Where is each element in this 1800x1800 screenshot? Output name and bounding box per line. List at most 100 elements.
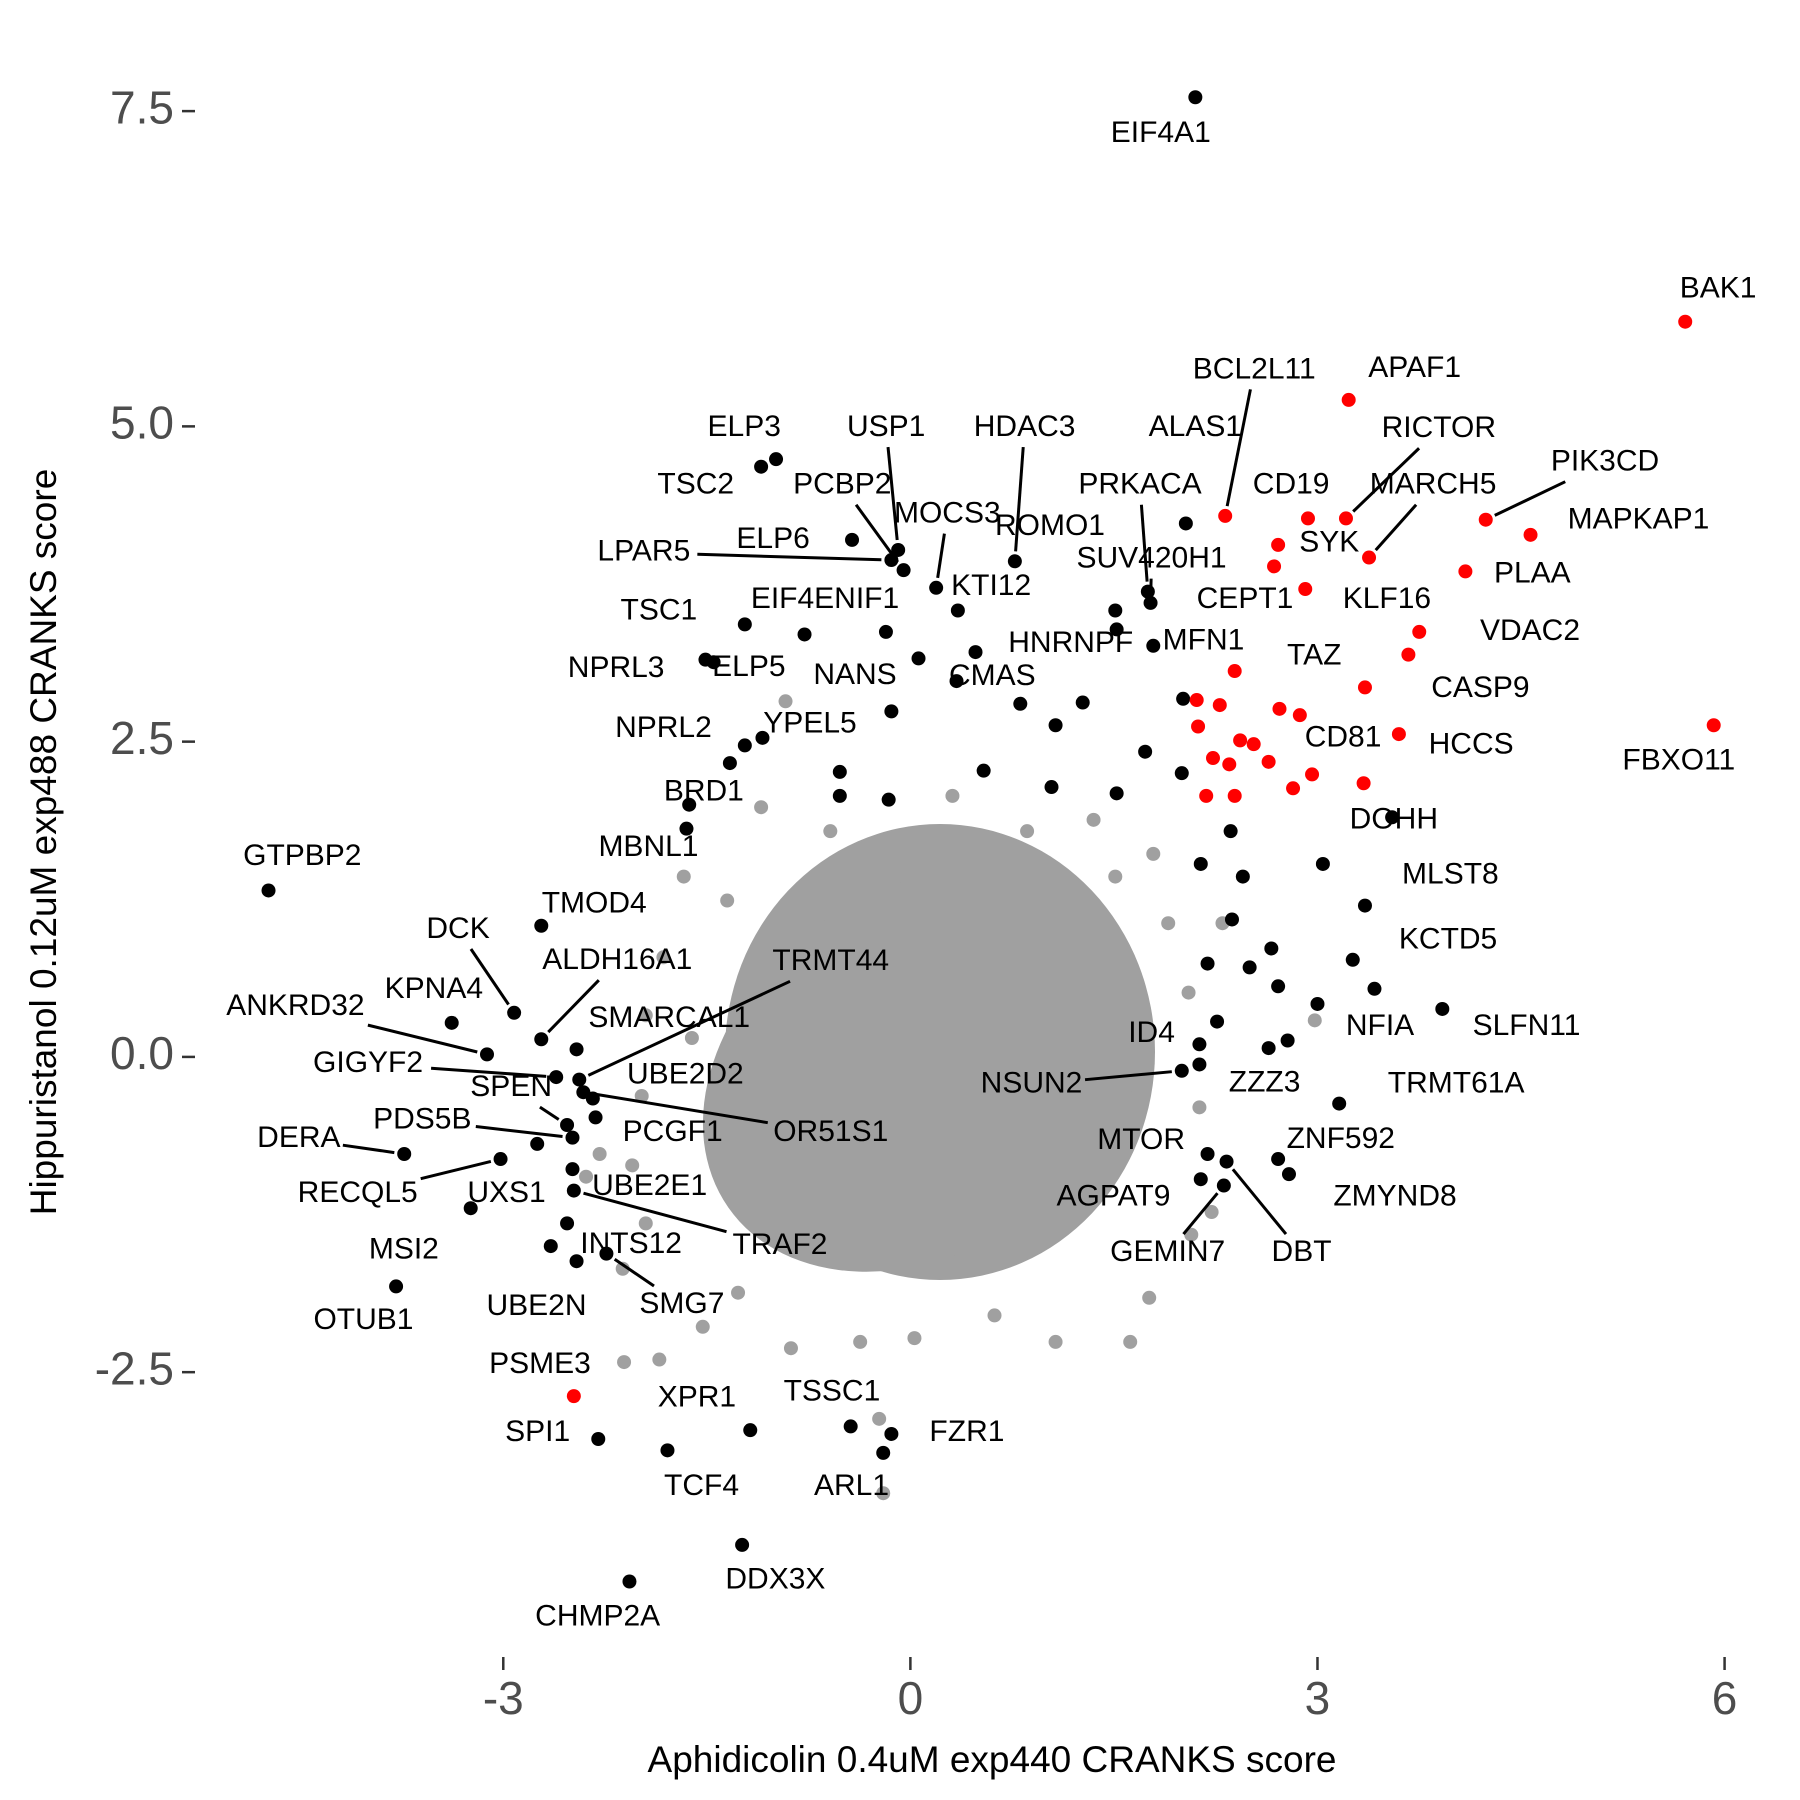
point [1193,856,1208,871]
gene-label: CD19 [1253,468,1330,501]
gene-label: KCTD5 [1399,922,1497,955]
point [652,1352,667,1367]
point [1123,1334,1138,1349]
point [1222,757,1237,772]
point [676,869,691,884]
point [976,763,991,778]
point [1044,780,1059,795]
point [731,1285,746,1300]
gene-label: ARL1 [814,1469,889,1502]
gene-label: BRD1 [664,775,744,808]
y-tick-label: 2.5 [110,712,174,764]
point [1146,846,1161,861]
gene-label: ELP6 [736,522,809,555]
leader-line [539,1105,560,1121]
point [968,645,983,660]
point [1367,981,1382,996]
point [1223,824,1238,839]
point [684,1030,699,1045]
point [1362,550,1377,565]
gene-label: CD81 [1305,720,1382,753]
point [1227,664,1242,679]
point [1401,647,1416,662]
gene-label: BCL2L11 [1193,352,1316,385]
point [884,1426,899,1441]
point [1181,985,1196,1000]
x-tick-label: 0 [898,1672,924,1724]
point [1706,718,1721,733]
x-tick-label: 3 [1305,1672,1331,1724]
point [1109,786,1124,801]
gene-label: DOHH [1350,802,1438,835]
gene-label: GIGYF2 [313,1046,423,1079]
point [1242,960,1257,975]
gene-label: PLAA [1494,557,1571,590]
dense-core [702,824,1155,1280]
point [1199,788,1214,803]
leader-line [936,533,946,579]
point [660,1443,675,1458]
point [1272,701,1287,716]
point [588,1110,603,1125]
gene-label: ALAS1 [1149,410,1242,443]
point [1458,564,1473,579]
gene-label: CHMP2A [535,1600,660,1633]
point [1341,392,1356,407]
gene-label: TRMT61A [1388,1067,1525,1100]
point [569,1042,584,1057]
point [1146,638,1161,653]
gene-label: PDS5B [373,1102,471,1135]
gene-label: UBE2D2 [627,1057,744,1090]
gene-label: DCK [426,912,489,945]
leader-line [886,446,899,541]
gene-label: FZR1 [929,1415,1004,1448]
point [1007,554,1022,569]
point [1048,718,1063,733]
point [1435,1001,1450,1016]
point [832,764,847,779]
point [1219,1154,1234,1169]
gene-label: TRAF2 [732,1228,827,1261]
point [444,1015,459,1030]
point [783,1341,798,1356]
point [1307,1013,1322,1028]
point [754,459,769,474]
gene-label: XPR1 [658,1380,736,1413]
point [560,1118,575,1133]
point [1271,537,1286,552]
gene-label: GEMIN7 [1110,1235,1225,1268]
point [599,1246,614,1261]
gene-label: SPI1 [505,1415,570,1448]
point [592,1147,607,1162]
point [566,1389,581,1404]
leader-line [430,1066,547,1078]
point [1391,727,1406,742]
point [1174,766,1189,781]
point [1227,788,1242,803]
point [876,1486,891,1501]
gene-label: BAK1 [1680,272,1757,305]
gene-label: PIK3CD [1551,445,1659,478]
gene-label: OTUB1 [313,1303,413,1336]
leader-line [367,1023,478,1054]
point [565,1162,580,1177]
point [823,824,838,839]
leader-line [1225,389,1252,507]
point [1048,1334,1063,1349]
gene-label: TCF4 [664,1469,739,1502]
gene-label: SMG7 [639,1287,724,1320]
leader-line [1352,447,1421,513]
gene-label: HNRNPF [1008,626,1133,659]
point [1204,1205,1219,1220]
gene-label: MARCH5 [1370,468,1497,501]
point [1357,680,1372,695]
point [543,1239,558,1254]
point [389,1279,404,1294]
point [1192,1100,1207,1115]
leader-line [1182,1192,1219,1236]
leader-line [1084,1070,1172,1082]
point [1210,1014,1225,1029]
point [625,1158,640,1173]
point [579,1169,594,1184]
